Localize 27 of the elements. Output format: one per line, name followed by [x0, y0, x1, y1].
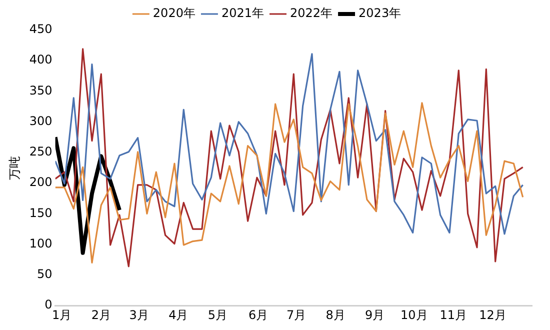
x-tick-label: 2月	[91, 308, 111, 322]
x-tick-label: 7月	[286, 308, 306, 322]
x-tick-label: 11月	[440, 308, 468, 322]
x-tick-label: 3月	[129, 308, 149, 322]
y-tick-label: 0	[44, 298, 52, 312]
x-tick-label: 4月	[168, 308, 188, 322]
y-axis-title: 万吨	[7, 156, 22, 180]
x-tick-label: 12月	[479, 308, 506, 322]
y-tick-label: 350	[29, 83, 52, 98]
legend-label: 2022年	[290, 6, 333, 20]
x-tick-label: 9月	[365, 308, 385, 322]
x-tick-label: 1月	[52, 308, 72, 322]
y-tick-label: 250	[29, 144, 52, 159]
y-tick-label: 50	[37, 267, 52, 282]
x-tick-label: 8月	[326, 308, 346, 322]
legend-label: 2023年	[358, 6, 402, 20]
x-tick-label: 5月	[208, 308, 228, 322]
legend-label: 2020年	[152, 6, 196, 20]
y-tick-label: 100	[29, 236, 52, 250]
y-tick-label: 150	[29, 206, 52, 220]
y-tick-label: 450	[29, 22, 52, 36]
x-tick-label: 10月	[400, 308, 428, 322]
y-tick-label: 300	[29, 114, 52, 128]
x-tick-label: 6月	[248, 308, 268, 322]
y-tick-label: 200	[29, 175, 52, 190]
y-tick-label: 400	[29, 52, 52, 67]
legend-label: 2021年	[221, 6, 264, 20]
